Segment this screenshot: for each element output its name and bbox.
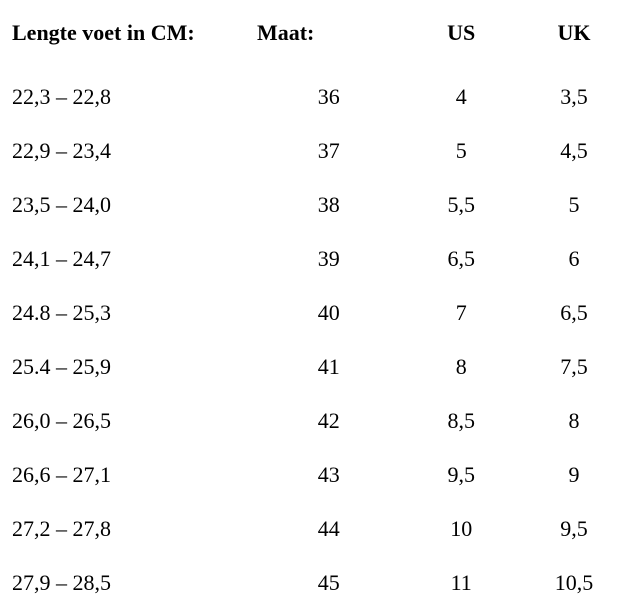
- cell-cm: 24.8 – 25,3: [12, 286, 255, 340]
- cell-us: 9,5: [402, 448, 519, 502]
- table-row: 26,6 – 27,1 43 9,5 9: [12, 448, 628, 502]
- cell-uk: 5: [520, 178, 628, 232]
- table-row: 24.8 – 25,3 40 7 6,5: [12, 286, 628, 340]
- cell-uk: 6: [520, 232, 628, 286]
- cell-cm: 26,6 – 27,1: [12, 448, 255, 502]
- cell-maat: 36: [255, 70, 403, 124]
- cell-cm: 22,3 – 22,8: [12, 70, 255, 124]
- table-row: 22,9 – 23,4 37 5 4,5: [12, 124, 628, 178]
- cell-uk: 9,5: [520, 502, 628, 556]
- cell-uk: 3,5: [520, 70, 628, 124]
- size-chart-table: Lengte voet in CM: Maat: US UK 22,3 – 22…: [12, 20, 628, 610]
- table-body: 22,3 – 22,8 36 4 3,5 22,9 – 23,4 37 5 4,…: [12, 70, 628, 610]
- header-us: US: [402, 20, 519, 70]
- header-size: Maat:: [255, 20, 403, 70]
- cell-maat: 38: [255, 178, 403, 232]
- table-row: 24,1 – 24,7 39 6,5 6: [12, 232, 628, 286]
- cell-maat: 39: [255, 232, 403, 286]
- table-row: 25.4 – 25,9 41 8 7,5: [12, 340, 628, 394]
- cell-us: 8: [402, 340, 519, 394]
- cell-us: 10: [402, 502, 519, 556]
- table-header-row: Lengte voet in CM: Maat: US UK: [12, 20, 628, 70]
- cell-maat: 44: [255, 502, 403, 556]
- table-row: 27,9 – 28,5 45 11 10,5: [12, 556, 628, 610]
- cell-cm: 27,2 – 27,8: [12, 502, 255, 556]
- table-row: 22,3 – 22,8 36 4 3,5: [12, 70, 628, 124]
- table-row: 26,0 – 26,5 42 8,5 8: [12, 394, 628, 448]
- header-uk: UK: [520, 20, 628, 70]
- cell-cm: 23,5 – 24,0: [12, 178, 255, 232]
- table-row: 27,2 – 27,8 44 10 9,5: [12, 502, 628, 556]
- table-row: 23,5 – 24,0 38 5,5 5: [12, 178, 628, 232]
- cell-cm: 22,9 – 23,4: [12, 124, 255, 178]
- header-foot-length: Lengte voet in CM:: [12, 20, 255, 70]
- cell-maat: 37: [255, 124, 403, 178]
- cell-cm: 24,1 – 24,7: [12, 232, 255, 286]
- cell-cm: 25.4 – 25,9: [12, 340, 255, 394]
- cell-maat: 42: [255, 394, 403, 448]
- cell-maat: 40: [255, 286, 403, 340]
- cell-us: 5,5: [402, 178, 519, 232]
- cell-maat: 45: [255, 556, 403, 610]
- cell-cm: 27,9 – 28,5: [12, 556, 255, 610]
- cell-uk: 7,5: [520, 340, 628, 394]
- cell-uk: 4,5: [520, 124, 628, 178]
- cell-uk: 8: [520, 394, 628, 448]
- cell-cm: 26,0 – 26,5: [12, 394, 255, 448]
- cell-uk: 10,5: [520, 556, 628, 610]
- cell-maat: 41: [255, 340, 403, 394]
- cell-us: 5: [402, 124, 519, 178]
- cell-us: 6,5: [402, 232, 519, 286]
- cell-maat: 43: [255, 448, 403, 502]
- cell-us: 11: [402, 556, 519, 610]
- cell-us: 8,5: [402, 394, 519, 448]
- cell-uk: 9: [520, 448, 628, 502]
- cell-uk: 6,5: [520, 286, 628, 340]
- cell-us: 7: [402, 286, 519, 340]
- cell-us: 4: [402, 70, 519, 124]
